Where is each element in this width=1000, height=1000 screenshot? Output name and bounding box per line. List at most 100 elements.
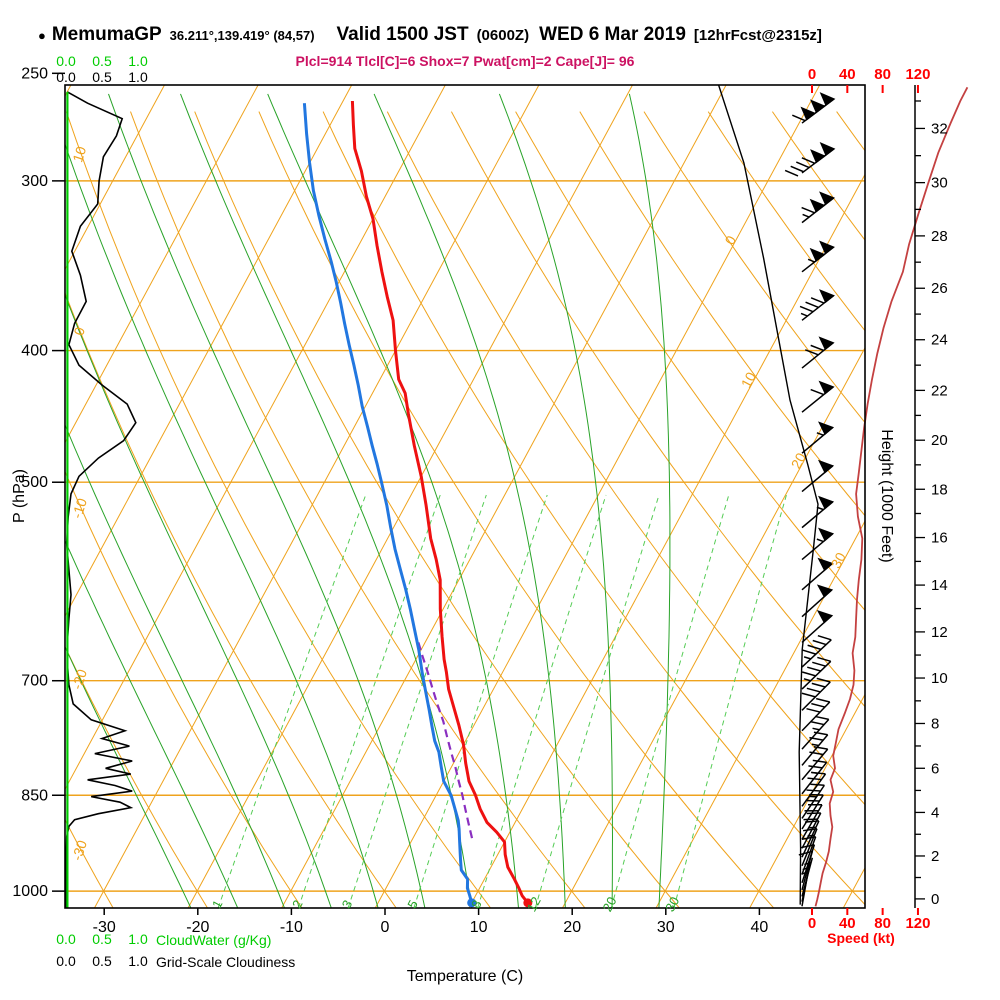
svg-text:0.5: 0.5 (92, 69, 112, 85)
svg-text:0: 0 (808, 66, 816, 83)
dewpoint-profile (302, 103, 474, 904)
svg-text:0.0: 0.0 (56, 53, 76, 69)
svg-text:4: 4 (931, 804, 939, 821)
mixing-ratio-lines (217, 494, 787, 908)
svg-text:28: 28 (931, 228, 948, 245)
svg-text:1: 1 (209, 897, 226, 910)
plot-frame (64, 84, 866, 909)
mixing-ratio-labels: 1 2 3 5 8 12 20 30 (209, 894, 682, 914)
moist-adiabats (65, 93, 671, 908)
svg-text:30: 30 (657, 919, 675, 936)
svg-text:80: 80 (874, 915, 891, 932)
svg-text:22: 22 (931, 382, 948, 399)
svg-text:14: 14 (931, 577, 948, 594)
surface-dewpoint-dot (467, 898, 477, 908)
svg-text:-10: -10 (280, 919, 303, 936)
svg-text:40: 40 (751, 919, 769, 936)
forecast-tag: [12hrFcst@2315z] (693, 27, 822, 44)
isotherm-labels: 0 10 20 30 (721, 233, 849, 571)
svg-text:80: 80 (874, 66, 891, 83)
temperature-axis-title: Temperature (C) (406, 968, 524, 985)
speed-axis-title: Speed (kt) (827, 930, 895, 946)
svg-text:-20: -20 (186, 919, 209, 936)
svg-text:-30: -30 (69, 838, 91, 862)
svg-text:400: 400 (21, 343, 48, 360)
svg-text:120: 120 (905, 66, 930, 83)
svg-text:0.0: 0.0 (56, 69, 76, 85)
pressure-axis: 250 300 400 500 700 850 1000 (12, 65, 65, 900)
svg-text:1.0: 1.0 (128, 953, 148, 969)
svg-text:0.0: 0.0 (56, 931, 76, 947)
svg-text:-10: -10 (69, 496, 91, 520)
svg-text:0.5: 0.5 (92, 953, 112, 969)
plot-area (65, 85, 865, 908)
svg-text:250: 250 (21, 65, 48, 82)
svg-text:24: 24 (931, 332, 948, 349)
svg-text:850: 850 (21, 787, 48, 804)
svg-text:16: 16 (931, 530, 948, 547)
svg-text:12: 12 (524, 894, 544, 914)
stability-stats: Plcl=914 Tlcl[C]=6 Shox=7 Pwat[cm]=2 Cap… (295, 53, 635, 69)
svg-text:20: 20 (563, 919, 581, 936)
height-axis-title: Height (1000 Feet) (878, 429, 895, 563)
svg-text:30: 30 (827, 549, 849, 570)
svg-text:5: 5 (404, 897, 421, 910)
cloudiness-profile (65, 91, 137, 908)
svg-text:0: 0 (808, 915, 816, 932)
valid-time: Valid 1500 JST (336, 24, 469, 45)
svg-text:10: 10 (69, 144, 89, 164)
svg-text:3: 3 (339, 897, 356, 910)
svg-text:20: 20 (788, 450, 810, 471)
svg-text:300: 300 (21, 173, 48, 190)
svg-text:30: 30 (662, 894, 682, 914)
svg-text:120: 120 (905, 915, 930, 932)
valid-date: WED 6 Mar 2019 (539, 24, 686, 45)
svg-text:10: 10 (738, 369, 760, 390)
svg-text:0.5: 0.5 (92, 53, 112, 69)
parcel-path (417, 641, 474, 839)
svg-text:8: 8 (468, 897, 485, 910)
cloud-scales: 0.00.00.00.00.50.50.50.51.01.01.01.0 (56, 53, 148, 969)
svg-text:20: 20 (600, 894, 620, 914)
chart-header: ● MemumaGP 36.211°,139.419° (84,57) Vali… (38, 24, 822, 46)
svg-text:1.0: 1.0 (128, 53, 148, 69)
svg-text:30: 30 (931, 175, 948, 192)
svg-text:-20: -20 (69, 667, 91, 691)
dry-adiabat-labels: 10 0 -10 -20 -30 (69, 144, 91, 862)
svg-text:0: 0 (381, 919, 390, 936)
cloudiness-scale-title: Grid-Scale Cloudiness (156, 954, 296, 970)
svg-text:8: 8 (931, 715, 939, 732)
cloudwater-scale-title: CloudWater (g/Kg) (156, 932, 272, 948)
skewt-grid (65, 85, 865, 908)
svg-text:10: 10 (931, 670, 948, 687)
station-coords: 36.211°,139.419° (84,57) (169, 28, 315, 43)
svg-text:20: 20 (931, 432, 948, 449)
profiles (65, 91, 533, 908)
speed-axis: 0 0 40 40 80 80 120 120 (808, 66, 931, 932)
svg-text:0: 0 (931, 891, 939, 908)
station-name: MemumaGP (51, 24, 162, 45)
wind-speed-profile (814, 86, 969, 907)
reference-line-right (717, 84, 819, 905)
svg-text:0.0: 0.0 (56, 953, 76, 969)
svg-text:1000: 1000 (12, 883, 48, 900)
svg-text:0.5: 0.5 (92, 931, 112, 947)
svg-text:6: 6 (931, 760, 939, 777)
temperature-axis: -30 -20 -10 0 10 20 30 40 (93, 908, 769, 936)
svg-text:12: 12 (931, 624, 948, 641)
svg-text:40: 40 (839, 915, 856, 932)
svg-text:500: 500 (21, 474, 48, 491)
surface-temp-dot (523, 898, 533, 908)
svg-text:1.0: 1.0 (128, 69, 148, 85)
pressure-axis-title: P (hPa) (11, 469, 28, 523)
svg-text:18: 18 (931, 481, 948, 498)
svg-text:32: 32 (931, 120, 948, 137)
wind-barbs (784, 92, 836, 907)
svg-text:26: 26 (931, 280, 948, 297)
svg-text:1.0: 1.0 (128, 931, 148, 947)
svg-text:0: 0 (721, 233, 739, 248)
